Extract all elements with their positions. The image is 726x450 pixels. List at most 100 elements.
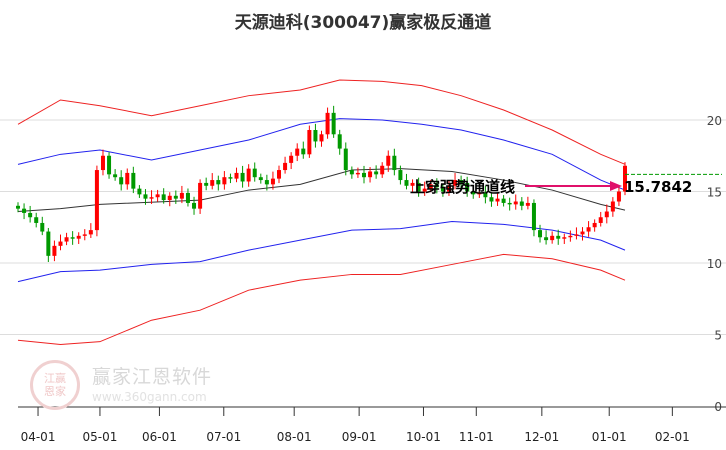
candle-body	[471, 191, 476, 195]
candle-body	[349, 170, 354, 175]
annotation-value: 15.7842	[624, 178, 692, 196]
candle-body	[240, 172, 245, 182]
candle-body	[119, 177, 124, 185]
candle-body	[161, 194, 166, 201]
candle-body	[270, 178, 275, 185]
candle-body	[234, 172, 239, 179]
candle-body	[331, 112, 336, 135]
candle-body	[422, 188, 427, 192]
x-tick-label: 02-01	[655, 430, 690, 444]
candle-body	[192, 202, 197, 209]
candle-body	[355, 172, 360, 175]
candle-body	[374, 171, 379, 175]
y-tick-label: 15	[707, 186, 722, 200]
candle-body	[556, 235, 561, 239]
candle-body	[404, 180, 409, 186]
watermark-text: 赢家江恩软件	[92, 366, 213, 388]
x-tick-label: 11-01	[459, 430, 494, 444]
chart-title: 天源迪科(300047)赢家极反通道	[234, 13, 492, 33]
candle-body	[495, 198, 500, 202]
x-tick-label: 09-01	[342, 430, 377, 444]
candle-body	[113, 174, 118, 178]
candle-body	[22, 208, 27, 213]
candle-body	[483, 192, 488, 198]
candle-body	[82, 234, 87, 236]
x-tick-label: 07-01	[206, 430, 241, 444]
candle-body	[398, 170, 403, 181]
x-tick-label: 12-01	[524, 430, 559, 444]
candle-body	[392, 155, 397, 171]
candle-body	[446, 185, 451, 192]
candle-body	[228, 177, 233, 179]
candle-body	[252, 168, 257, 178]
candle-body	[489, 197, 494, 202]
candle-body	[598, 217, 603, 223]
outer-upper-line	[17, 79, 626, 165]
watermark-seal: 江赢恩家	[30, 360, 80, 410]
candle-body	[386, 155, 391, 166]
candle-body	[70, 237, 75, 239]
candle-body	[586, 227, 591, 232]
candle-body	[64, 237, 69, 242]
candle-body	[204, 182, 209, 186]
inner-upper-line	[17, 118, 626, 191]
candle-body	[216, 180, 221, 185]
candle-body	[185, 192, 190, 203]
candle-body	[477, 192, 482, 195]
candle-body	[574, 234, 579, 236]
candle-body	[513, 201, 518, 205]
seal-text: 江赢恩家	[44, 372, 66, 398]
candle-body	[167, 195, 172, 201]
candle-body	[616, 191, 621, 202]
candle-body	[434, 184, 439, 188]
candle-body	[313, 130, 318, 142]
candle-body	[361, 172, 366, 178]
candle-body	[531, 202, 536, 231]
x-tick-label: 05-01	[83, 430, 118, 444]
candle-body	[258, 177, 263, 181]
candle-body	[610, 201, 615, 212]
candle-body	[368, 171, 373, 178]
candle-body	[410, 182, 415, 186]
candle-body	[246, 168, 251, 182]
candle-body	[453, 180, 458, 186]
candle-body	[289, 155, 294, 163]
candle-body	[337, 134, 342, 149]
candle-body	[52, 245, 57, 256]
candle-body	[222, 177, 227, 185]
annotation-label: 上穿强势通道线	[410, 178, 515, 196]
watermark-url: www.360gann.com	[92, 390, 207, 404]
candle-body	[525, 202, 530, 206]
candle-body	[28, 212, 33, 218]
candle-body	[107, 155, 112, 175]
y-tick-label: 5	[714, 329, 722, 343]
candle-body	[428, 184, 433, 189]
candle-body	[301, 148, 306, 155]
inner-lower-line	[17, 221, 626, 283]
x-tick-label: 06-01	[142, 430, 177, 444]
candle-body	[173, 195, 178, 199]
x-tick-label: 10-01	[406, 430, 441, 444]
candle-body	[88, 230, 93, 235]
candle-body	[519, 201, 524, 206]
candle-body	[604, 211, 609, 218]
candle-body	[380, 165, 385, 175]
y-tick-label: 10	[707, 257, 722, 271]
arrow-head	[610, 181, 622, 191]
candle-body	[76, 235, 81, 239]
candle-body	[580, 231, 585, 235]
candle-body	[568, 235, 573, 238]
candle-body	[440, 187, 445, 192]
candle-body	[283, 162, 288, 171]
candle-body	[198, 182, 203, 209]
candle-body	[343, 148, 348, 171]
candle-body	[465, 182, 470, 192]
candle-body	[131, 172, 136, 189]
candle-body	[210, 180, 215, 186]
candle-body	[179, 192, 184, 199]
candle-body	[501, 198, 506, 203]
candle-body	[143, 194, 148, 199]
candle-body	[94, 170, 99, 231]
candle-body	[325, 112, 330, 135]
